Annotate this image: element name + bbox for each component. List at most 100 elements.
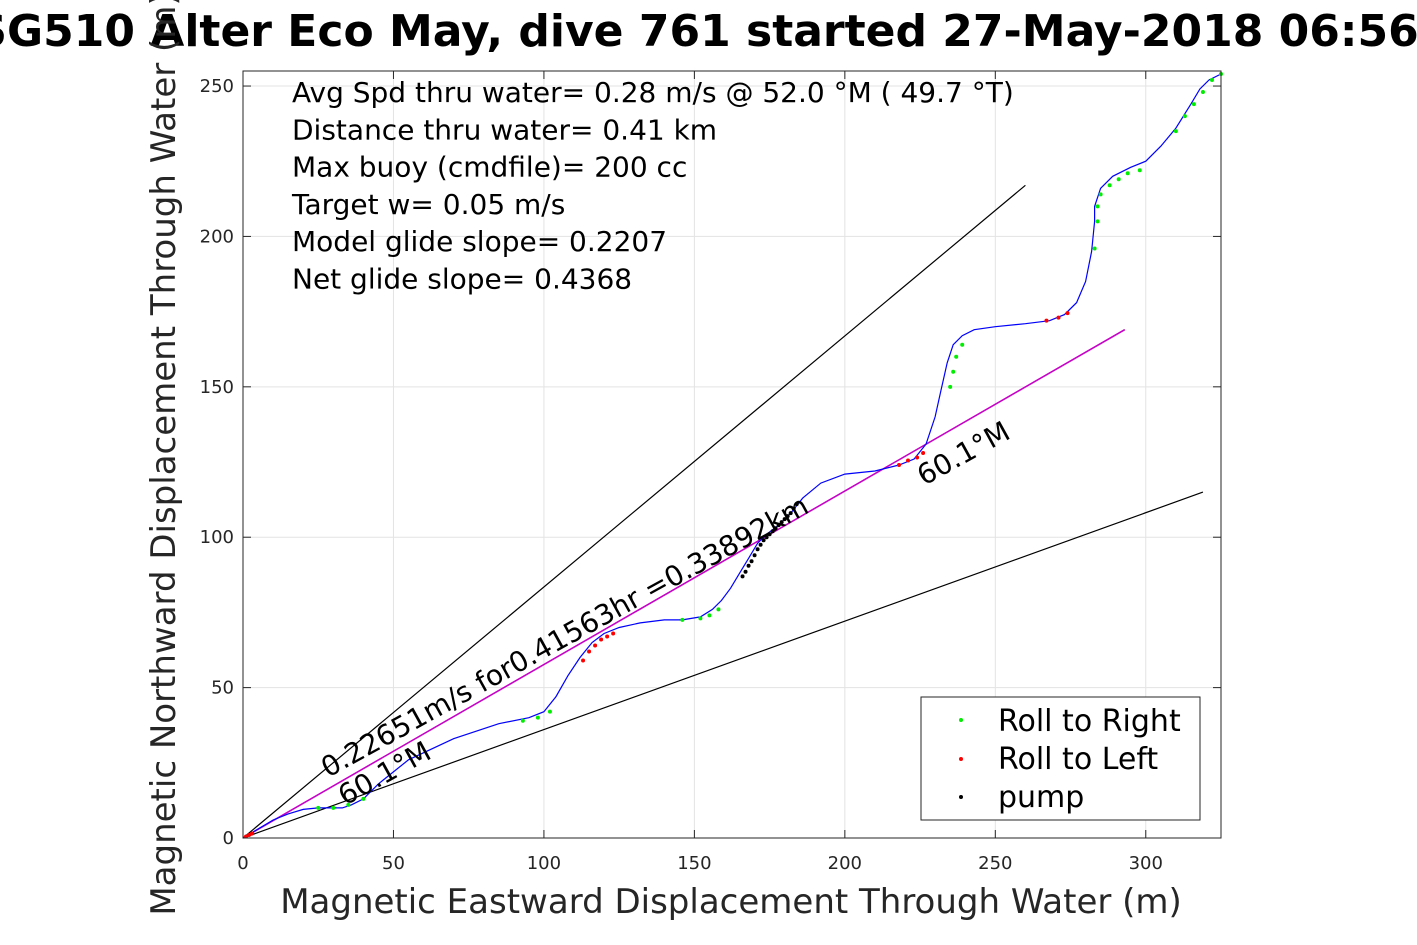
reference-line (242, 491, 1204, 839)
roll-to-right-marker (1209, 78, 1214, 83)
roll-to-right-marker (960, 342, 965, 347)
legend-label-pump: pump (998, 780, 1084, 815)
info-line: Target w= 0.05 m/s (291, 188, 565, 221)
roll-to-left-marker (921, 450, 926, 455)
pump-marker (788, 511, 793, 516)
legend-label-roll-right: Roll to Right (998, 704, 1181, 739)
roll-to-right-marker (698, 616, 703, 621)
roll-to-right-marker (1095, 219, 1100, 224)
roll-to-right-marker (361, 796, 366, 801)
roll-to-left-marker (250, 831, 255, 836)
roll-to-right-marker (1182, 114, 1187, 119)
info-line: Avg Spd thru water= 0.28 m/s @ 52.0 °M (… (292, 76, 1014, 109)
roll-to-right-marker (1200, 90, 1205, 95)
x-tick-label: 0 (237, 853, 248, 874)
axis-ticks: 0 50 100 150 200 250 300 0 50 100 150 200 250 (200, 71, 1221, 874)
roll-to-right-marker (346, 802, 351, 807)
pump-marker (773, 526, 778, 531)
pump-marker (752, 553, 757, 558)
roll-to-right-marker (1107, 183, 1112, 188)
pump-marker (764, 535, 769, 540)
chart-title: SG510 Alter Eco May, dive 761 started 27… (0, 6, 1417, 57)
pump-marker (761, 538, 766, 543)
roll-to-right-marker (520, 718, 525, 723)
roll-to-right-marker (1092, 246, 1097, 251)
legend: Roll to Right Roll to Left pump (920, 696, 1201, 821)
roll-to-left-marker (611, 631, 616, 636)
legend-box (920, 696, 1201, 821)
y-tick-label: 100 (200, 527, 234, 548)
roll-to-left-marker (906, 458, 911, 463)
info-text: Avg Spd thru water= 0.28 m/s @ 52.0 °M (… (291, 76, 1014, 296)
y-tick-label: 50 (211, 678, 234, 699)
legend-marker-roll-left (959, 757, 963, 761)
roll-to-left-marker (605, 634, 610, 639)
info-line: Distance thru water= 0.41 km (292, 113, 717, 146)
x-axis-label: Magnetic Eastward Displacement Through W… (280, 882, 1182, 922)
roll-to-right-marker (1137, 168, 1142, 173)
roll-to-right-marker (954, 354, 959, 359)
pump-marker (746, 563, 751, 568)
pump-marker (749, 559, 754, 564)
legend-marker-pump (959, 795, 963, 799)
pump-marker (758, 542, 763, 547)
roll-to-left-marker (244, 834, 249, 839)
x-tick-label: 300 (1129, 853, 1163, 874)
roll-to-right-marker (680, 617, 685, 622)
pump-marker (755, 547, 760, 552)
roll-to-right-marker (707, 613, 712, 618)
roll-to-left-marker (915, 455, 920, 460)
legend-marker-roll-right (959, 718, 963, 722)
reference-lines (242, 184, 1204, 839)
roll-to-left-marker (599, 637, 604, 642)
roll-to-right-marker (1173, 129, 1178, 134)
roll-to-left-marker (1065, 311, 1070, 316)
pump-marker (782, 517, 787, 522)
markers (244, 72, 1223, 839)
x-tick-label: 200 (828, 853, 862, 874)
x-tick-label: 50 (382, 853, 405, 874)
pump-marker (779, 520, 784, 525)
roll-to-right-marker (547, 709, 552, 714)
roll-to-right-marker (1125, 171, 1130, 176)
info-line: Max buoy (cmdfile)= 200 cc (292, 151, 687, 184)
roll-to-right-marker (951, 369, 956, 374)
roll-to-right-marker (948, 384, 953, 389)
y-tick-label: 250 (200, 76, 234, 97)
roll-to-right-marker (316, 805, 321, 810)
roll-to-right-marker (1095, 204, 1100, 209)
pump-marker (767, 532, 772, 537)
y-tick-label: 0 (223, 828, 234, 849)
roll-to-left-marker (581, 658, 586, 663)
roll-to-right-marker (716, 607, 721, 612)
x-tick-label: 250 (978, 853, 1012, 874)
roll-to-right-marker (535, 715, 540, 720)
pump-marker (794, 502, 799, 507)
roll-to-left-marker (897, 463, 902, 468)
pump-marker (770, 529, 775, 534)
roll-to-right-marker (1098, 192, 1103, 197)
pump-marker (785, 514, 790, 519)
roll-to-left-marker (1044, 318, 1049, 323)
info-line: Model glide slope= 0.2207 (292, 225, 667, 258)
roll-to-right-marker (1191, 102, 1196, 107)
plot-frame (242, 70, 1222, 839)
info-line: Net glide slope= 0.4368 (292, 263, 632, 296)
reference-line (242, 329, 1126, 839)
x-tick-label: 100 (527, 853, 561, 874)
x-tick-label: 150 (677, 853, 711, 874)
roll-to-left-marker (1056, 315, 1061, 320)
legend-label-roll-left: Roll to Left (998, 742, 1158, 777)
grid (242, 71, 1221, 839)
pump-marker (740, 574, 745, 579)
roll-to-left-marker (587, 649, 592, 654)
heading-label-2: 60.1°M (911, 415, 1015, 492)
net-speed-label: 0.22651m/s for0.41563hr =0.33892km (315, 489, 813, 784)
y-tick-label: 150 (200, 377, 234, 398)
pump-marker (791, 506, 796, 511)
reference-line (242, 184, 1026, 839)
roll-to-right-marker (1116, 177, 1121, 182)
pump-marker (776, 523, 781, 528)
roll-to-left-marker (247, 832, 252, 837)
